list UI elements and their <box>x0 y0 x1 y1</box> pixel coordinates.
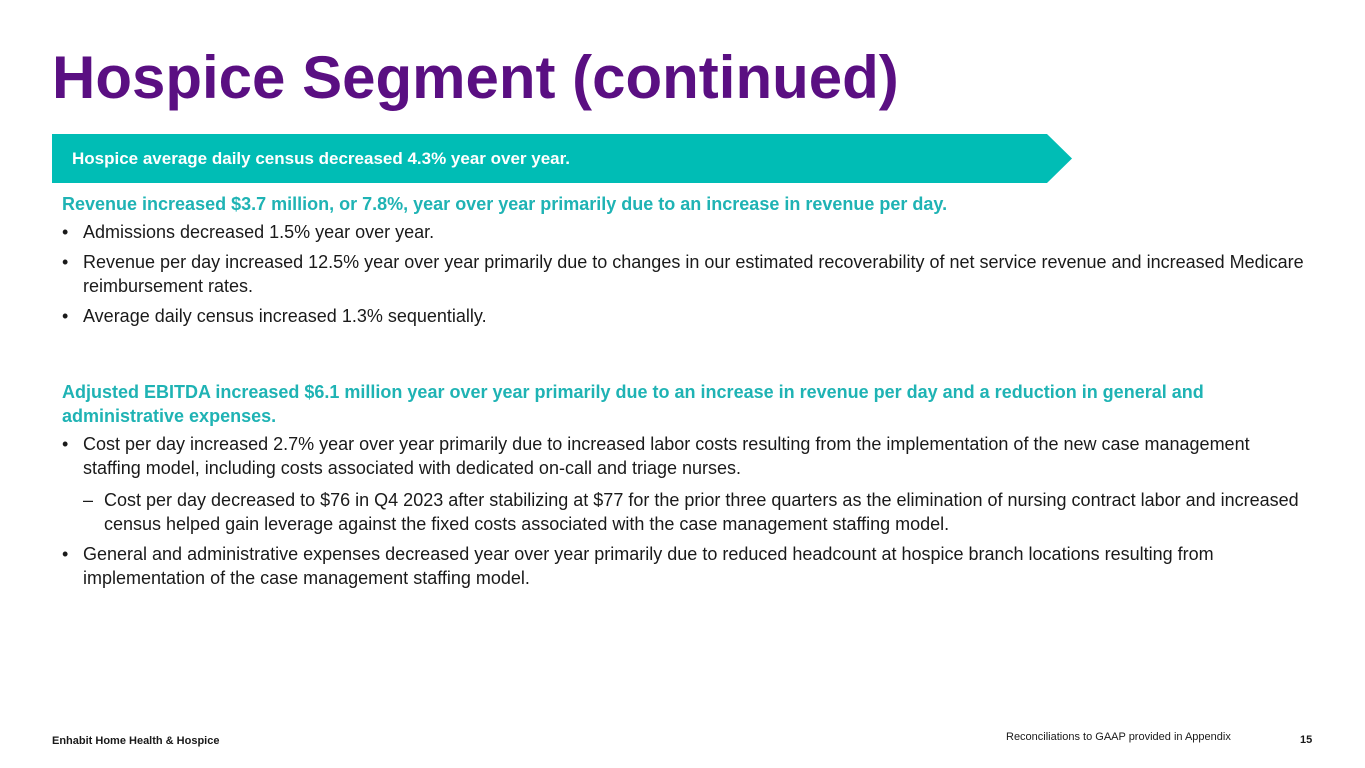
page-number: 15 <box>1300 734 1313 746</box>
bullet-item: Average daily census increased 1.3% sequ… <box>62 304 1307 328</box>
revenue-bullet-list: Admissions decreased 1.5% year over year… <box>62 220 1307 328</box>
adjusted-ebitda-bullet-list: Cost per day increased 2.7% year over ye… <box>62 432 1307 590</box>
bullet-item: Admissions decreased 1.5% year over year… <box>62 220 1307 244</box>
footer-gaap-note: Reconciliations to GAAP provided in Appe… <box>1006 731 1231 743</box>
revenue-heading: Revenue increased $3.7 million, or 7.8%,… <box>62 194 948 214</box>
bullet-item: General and administrative expenses decr… <box>62 542 1307 590</box>
page-title: Hospice Segment (continued) <box>52 44 899 111</box>
bullet-item: Revenue per day increased 12.5% year ove… <box>62 250 1307 298</box>
slide-content: Revenue increased $3.7 million, or 7.8%,… <box>62 192 1307 590</box>
footer-company-name: Enhabit Home Health & Hospice <box>52 735 220 747</box>
summary-banner: Hospice average daily census decreased 4… <box>52 134 1072 183</box>
sub-bullet-item: Cost per day decreased to $76 in Q4 2023… <box>83 488 1307 536</box>
adjusted-ebitda-heading: Adjusted EBITDA increased $6.1 million y… <box>62 382 1204 426</box>
summary-banner-text: Hospice average daily census decreased 4… <box>72 149 571 168</box>
bullet-item: Cost per day increased 2.7% year over ye… <box>62 432 1307 480</box>
